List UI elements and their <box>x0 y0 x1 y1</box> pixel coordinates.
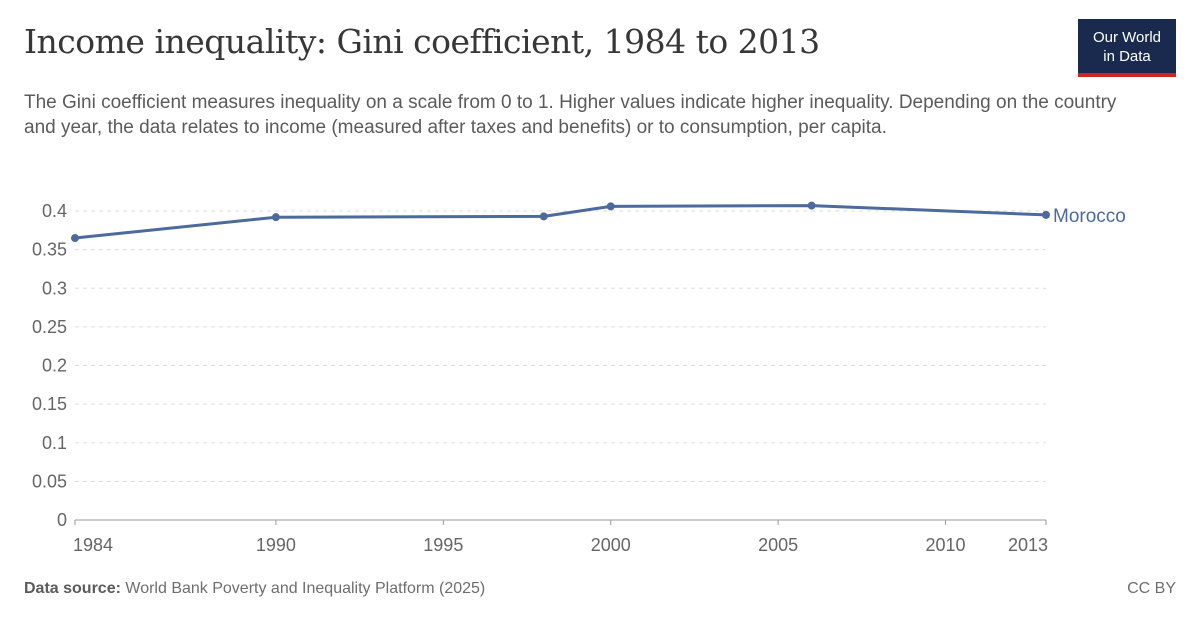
x-axis-ticks: 1984 1990 1995 2000 2005 2010 2013 <box>73 520 1048 555</box>
owid-logo[interactable]: Our World in Data <box>1078 19 1176 77</box>
data-point[interactable] <box>606 202 615 211</box>
x-tick-label: 2000 <box>591 535 631 555</box>
source-label: Data source: <box>24 580 121 597</box>
y-tick-label: 0.3 <box>42 278 67 298</box>
data-point[interactable] <box>1042 210 1050 219</box>
y-tick-label: 0.35 <box>32 240 67 260</box>
series-line-morocco[interactable] <box>73 204 1048 240</box>
x-tick-label: 2005 <box>758 535 798 555</box>
logo-line-1: Our World <box>1092 29 1162 46</box>
data-point[interactable] <box>71 234 79 243</box>
chart-title: Income inequality: Gini coefficient, 198… <box>24 22 820 61</box>
y-tick-label: 0.2 <box>42 356 67 376</box>
series-label-morocco[interactable]: Morocco <box>1053 206 1126 227</box>
license[interactable]: CC BY <box>1127 580 1176 597</box>
y-tick-label: 0.05 <box>32 471 67 491</box>
data-point[interactable] <box>271 213 280 222</box>
gridlines <box>75 210 1046 482</box>
y-axis-ticks: 0 0.05 0.1 0.15 0.2 0.25 0.3 0.35 0.4 <box>32 201 67 530</box>
source-text[interactable]: World Bank Poverty and Inequality Platfo… <box>125 580 486 597</box>
chart-subtitle: The Gini coefficient measures inequality… <box>24 92 1117 138</box>
x-tick-label: 1984 <box>73 535 113 555</box>
logo-line-2: in Data <box>1103 48 1151 65</box>
data-point[interactable] <box>807 201 816 210</box>
series-layer: Morocco <box>71 201 1126 243</box>
x-tick-label: 1995 <box>423 535 463 555</box>
x-tick-label: 2013 <box>1008 535 1048 555</box>
y-tick-label: 0.25 <box>32 317 67 337</box>
x-tick-label: 2010 <box>926 535 966 555</box>
y-tick-label: 0.4 <box>42 201 67 221</box>
data-source: Data source: World Bank Poverty and Ineq… <box>24 580 485 598</box>
y-tick-label: 0.15 <box>32 394 67 414</box>
y-tick-label: 0 <box>57 510 67 530</box>
data-point[interactable] <box>539 212 548 221</box>
y-tick-label: 0.1 <box>42 433 67 453</box>
x-tick-label: 1990 <box>256 535 296 555</box>
